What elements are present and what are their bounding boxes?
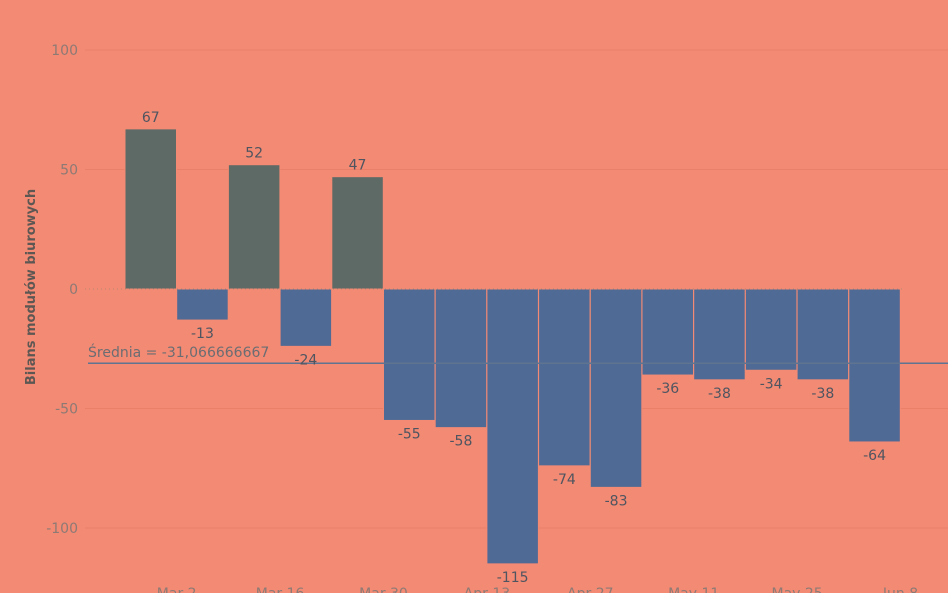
data-label: -34: [760, 376, 783, 392]
data-label: -38: [708, 386, 731, 402]
y-axis-ticks: 100 50 0 -50 -100: [46, 43, 78, 537]
y-tick-label: 50: [60, 163, 78, 179]
data-label: -115: [497, 570, 529, 586]
x-tick-label: Mar 16: [256, 586, 305, 593]
bar: [176, 288, 229, 321]
average-label: Średnia = -31,066666667: [88, 343, 269, 361]
y-tick-label: 0: [69, 282, 78, 298]
bar: [486, 288, 539, 565]
y-axis-title: Bilans modułów biurowych: [24, 189, 39, 385]
y-tick-label: 100: [51, 43, 78, 59]
x-tick-label: May 11: [668, 586, 719, 593]
bar: [383, 288, 436, 421]
data-label: 47: [349, 158, 367, 174]
bar: [848, 288, 901, 443]
bar: [641, 288, 694, 376]
data-label: -38: [811, 386, 834, 402]
bar: [693, 288, 746, 381]
x-tick-label: Jun 8: [882, 586, 918, 593]
bar: [538, 288, 591, 467]
bar: [744, 288, 798, 371]
y-tick-label: -50: [55, 402, 78, 418]
data-label: -58: [450, 434, 473, 450]
x-tick-label: Mar 2: [157, 586, 197, 593]
bar: [331, 176, 384, 290]
data-label: 52: [245, 146, 263, 162]
y-tick-label: -100: [46, 521, 78, 537]
data-label: -83: [605, 493, 628, 509]
x-tick-label: Apr 27: [567, 586, 613, 593]
x-tick-label: Apr 13: [464, 586, 510, 593]
bar: [434, 288, 488, 429]
bars: [124, 128, 901, 565]
data-labels: 67 -13 52 -24 47 -55 -58 -115 -74 -83 -36 -38 -34 -38…: [142, 110, 886, 586]
data-label: -24: [294, 352, 317, 368]
data-label: -74: [553, 472, 576, 488]
data-label: 67: [142, 110, 160, 126]
bar: [227, 164, 281, 290]
bar: [124, 128, 177, 290]
bar: [279, 288, 333, 347]
data-label: -13: [191, 326, 214, 342]
bar: [796, 288, 850, 381]
data-label: -36: [656, 381, 679, 397]
x-tick-label: May 25: [771, 586, 822, 593]
data-label: -64: [863, 448, 886, 464]
x-axis-ticks: Mar 2 Mar 16 Mar 30 Apr 13 Apr 27 May 11 May 2…: [157, 586, 918, 593]
data-label: -55: [398, 426, 421, 442]
bar: [589, 288, 643, 488]
x-tick-label: Mar 30: [359, 586, 408, 593]
